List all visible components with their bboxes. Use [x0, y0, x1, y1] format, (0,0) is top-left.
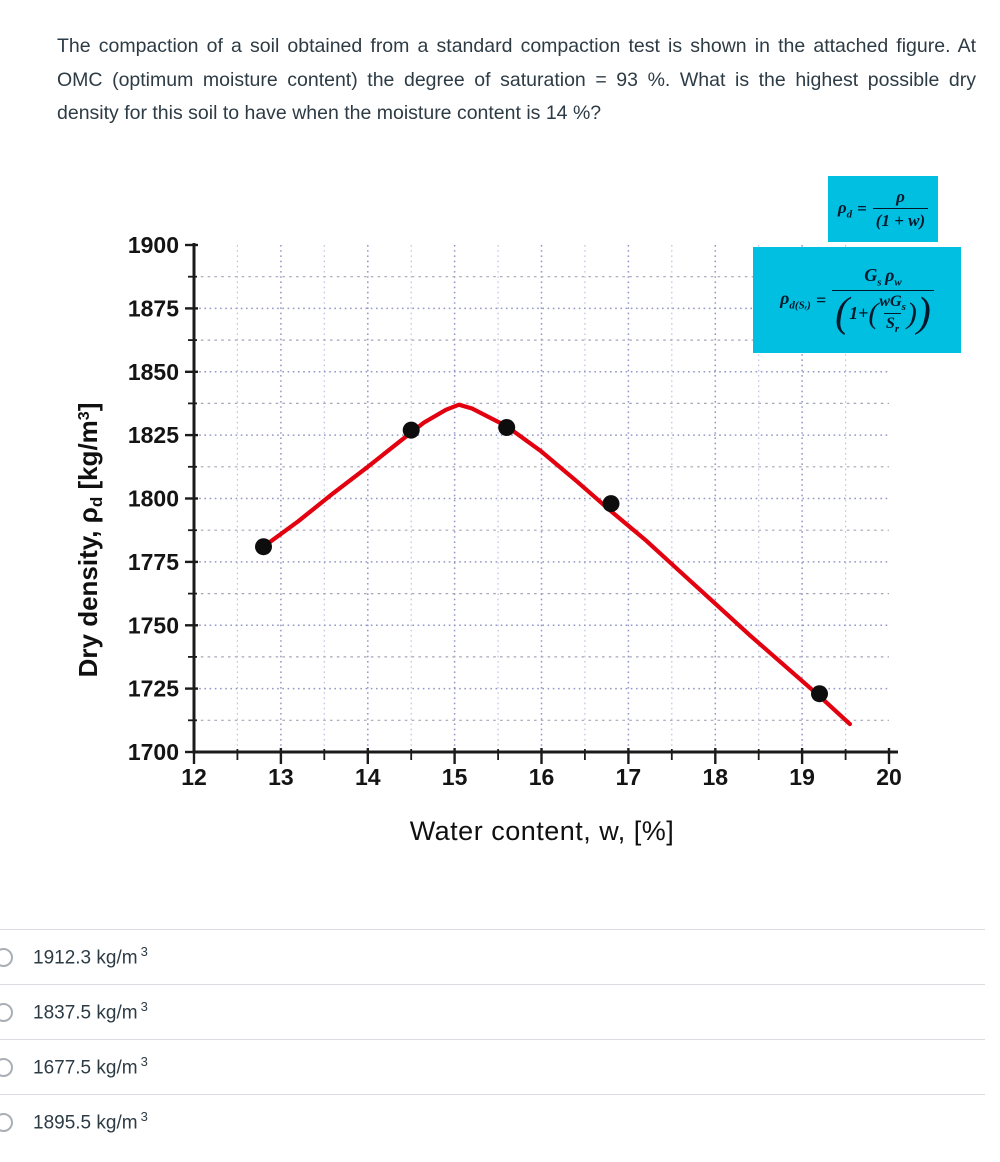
inner-fraction: wGs Sr	[879, 292, 906, 335]
answer-options: 1912.3 kg/m 3 1837.5 kg/m 3 1677.5 kg/m 3 1895…	[0, 929, 985, 1149]
svg-text:12: 12	[181, 764, 207, 790]
option-label: 1837.5 kg/m 3	[33, 999, 148, 1024]
data-point	[602, 495, 620, 513]
data-point	[498, 419, 516, 436]
equals-sign: =	[857, 199, 867, 218]
fraction-numerator: Gs ρw	[864, 265, 902, 289]
radio-button-icon[interactable]	[0, 1002, 13, 1022]
paren-close: )	[906, 296, 917, 330]
svg-text:1825: 1825	[128, 422, 179, 448]
svg-text:13: 13	[268, 764, 294, 790]
svg-text:1775: 1775	[128, 549, 179, 575]
paren-open: (	[868, 296, 879, 330]
y-axis-title: Dry density, ρd [kg/m3]	[73, 403, 106, 678]
tick-labels: 12 13 14 15 16 17 18 19 20 1700 1725 1750 1775 1800 18…	[128, 232, 902, 790]
equals-sign: =	[815, 289, 827, 310]
svg-text:20: 20	[876, 764, 902, 790]
compaction-figure: 12 13 14 15 16 17 18 19 20 1700 1725 1750 1775 1800 18…	[0, 160, 1000, 875]
svg-text:1875: 1875	[128, 295, 179, 321]
data-point	[255, 538, 272, 556]
radio-button-icon[interactable]	[0, 1112, 13, 1132]
answer-option[interactable]: 1837.5 kg/m 3	[0, 984, 985, 1039]
svg-text:1900: 1900	[128, 232, 179, 258]
fraction-denominator: ( 1+ ( wGs Sr ) )	[832, 289, 934, 337]
svg-text:1800: 1800	[128, 486, 179, 512]
fraction: Gs ρw ( 1+ ( wGs Sr ) )	[832, 265, 934, 335]
axes	[185, 243, 898, 764]
formula-dry-density: ρd = ρ (1 + w)	[828, 176, 938, 242]
data-point	[811, 685, 828, 703]
svg-text:19: 19	[789, 764, 815, 790]
compaction-chart: 12 13 14 15 16 17 18 19 20 1700 1725 1750 1775 1800 18…	[73, 232, 902, 846]
radio-button-icon[interactable]	[0, 1057, 13, 1077]
svg-text:18: 18	[703, 764, 729, 790]
formula-saturation-dry-density: ρd(Sᵣ) = Gs ρw ( 1+ ( wGs Sr ) )	[753, 247, 961, 353]
question-text: The compaction of a soil obtained from a…	[57, 35, 976, 124]
option-label: 1677.5 kg/m 3	[33, 1054, 148, 1079]
answer-option[interactable]: 1895.5 kg/m 3	[0, 1094, 985, 1149]
x-axis-title: Water content, w, [%]	[410, 816, 675, 846]
svg-text:1850: 1850	[128, 359, 179, 385]
compaction-curve	[261, 402, 852, 727]
svg-text:1725: 1725	[128, 676, 179, 702]
grid	[194, 245, 889, 752]
formula-lhs: ρd(Sᵣ)	[780, 288, 811, 312]
option-label: 1895.5 kg/m 3	[33, 1109, 148, 1134]
svg-text:1700: 1700	[128, 739, 179, 765]
paren-open: (	[835, 290, 850, 337]
formula-lhs: ρd	[837, 197, 853, 221]
data-points	[255, 419, 828, 703]
answer-option[interactable]: 1912.3 kg/m 3	[0, 929, 985, 984]
svg-text:16: 16	[529, 764, 555, 790]
svg-text:1750: 1750	[128, 612, 179, 638]
paren-close: )	[916, 290, 931, 337]
svg-text:14: 14	[355, 764, 381, 790]
option-label: 1912.3 kg/m 3	[33, 944, 148, 969]
svg-text:15: 15	[442, 764, 468, 790]
answer-option[interactable]: 1677.5 kg/m 3	[0, 1039, 985, 1094]
data-point	[402, 421, 420, 439]
fraction: ρ (1 + w)	[872, 187, 929, 231]
radio-button-icon[interactable]	[0, 947, 13, 967]
svg-text:17: 17	[616, 764, 642, 790]
